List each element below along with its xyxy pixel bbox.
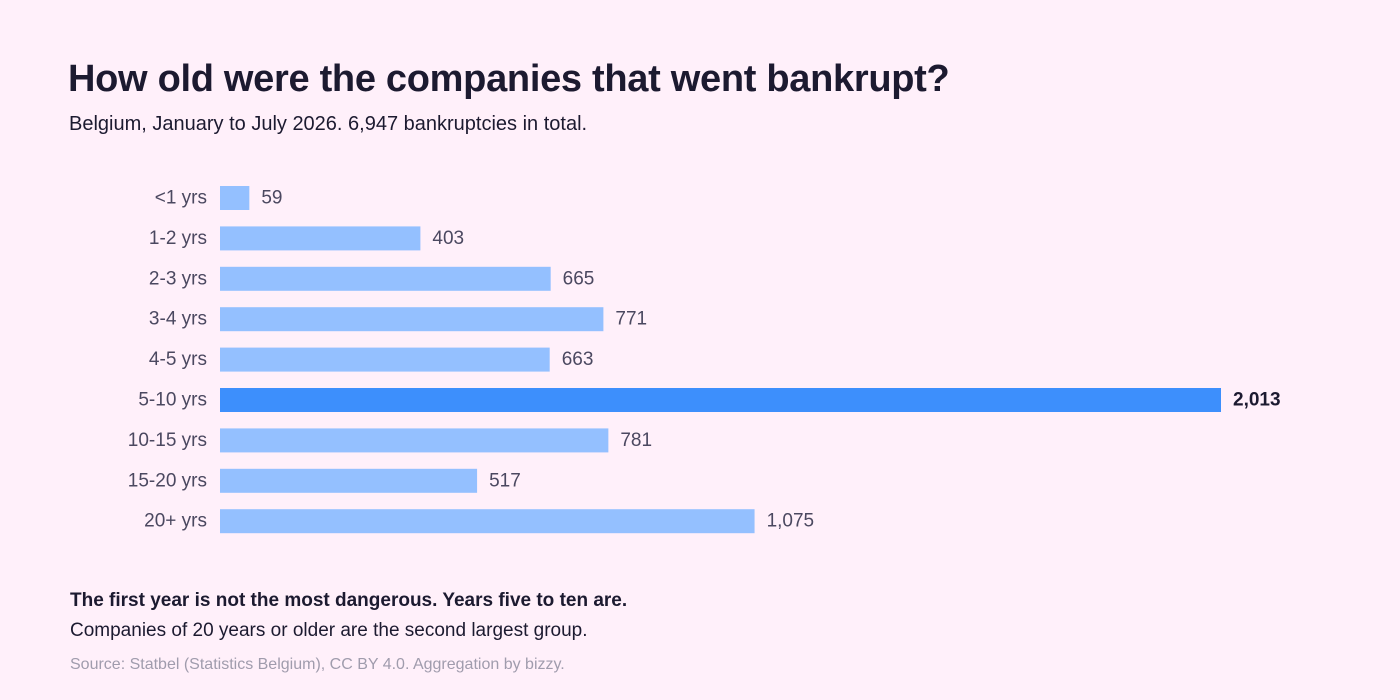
source-note: Source: Statbel (Statistics Belgium), CC… — [70, 656, 565, 673]
category-label-3: 3-4 yrs — [149, 309, 207, 330]
category-label-0: <1 yrs — [155, 188, 207, 209]
value-label-4: 663 — [562, 349, 594, 370]
bar-6 — [220, 428, 609, 453]
bar-0 — [220, 186, 250, 210]
bar-2 — [220, 266, 551, 291]
chart-title: How old were the companies that went ban… — [68, 58, 950, 100]
value-label-1: 403 — [432, 228, 464, 249]
category-label-1: 1-2 yrs — [149, 228, 207, 249]
value-label-8: 1,075 — [767, 511, 815, 532]
category-label-2: 2-3 yrs — [149, 268, 207, 289]
chart-subtitle: Belgium, January to July 2026. 6,947 ban… — [69, 113, 588, 135]
key-finding: The first year is not the most dangerous… — [70, 590, 628, 611]
bar-1 — [220, 226, 421, 251]
category-label-7: 15-20 yrs — [128, 470, 207, 491]
value-label-6: 781 — [620, 430, 652, 451]
value-label-5: 2,013 — [1233, 390, 1281, 411]
secondary-finding: Companies of 20 years or older are the s… — [70, 620, 588, 641]
category-label-4: 4-5 yrs — [149, 349, 207, 370]
category-label-6: 10-15 yrs — [128, 430, 207, 451]
bar-8 — [220, 509, 755, 534]
bar-7 — [220, 468, 478, 493]
bar-5 — [220, 388, 1221, 412]
value-label-3: 771 — [615, 309, 647, 330]
value-label-7: 517 — [489, 470, 521, 491]
value-label-2: 665 — [563, 268, 595, 289]
bar-4 — [220, 347, 550, 372]
category-label-5: 5-10 yrs — [138, 390, 207, 411]
category-label-8: 20+ yrs — [144, 511, 207, 532]
value-label-0: 59 — [261, 188, 282, 209]
bar-3 — [220, 307, 604, 332]
